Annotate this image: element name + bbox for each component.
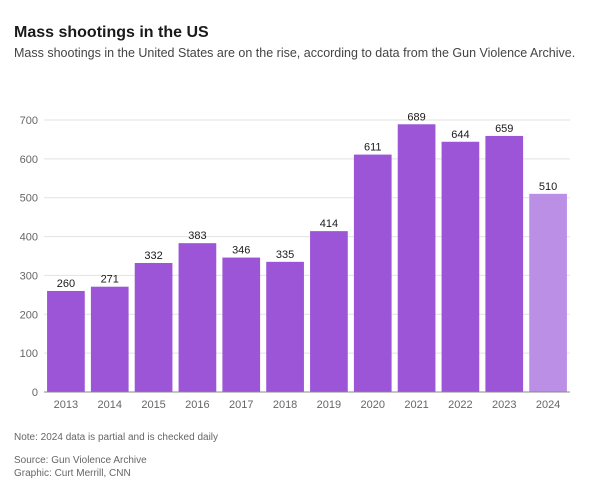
- bar-2020: [353, 154, 392, 392]
- data-label: 335: [276, 249, 294, 261]
- data-label: 510: [539, 181, 557, 193]
- x-tick-label: 2019: [317, 399, 341, 411]
- data-label: 414: [320, 218, 338, 230]
- bar-2016: [178, 243, 217, 392]
- footnote: Note: 2024 data is partial and is checke…: [14, 432, 219, 443]
- chart-title: Mass shootings in the US: [14, 24, 209, 41]
- data-label: 659: [495, 123, 513, 135]
- y-tick-label: 400: [20, 232, 38, 244]
- y-tick-label: 0: [32, 387, 38, 399]
- data-label: 346: [232, 245, 250, 257]
- x-tick-label: 2020: [361, 399, 385, 411]
- bar-2013: [47, 290, 85, 392]
- x-tick-label: 2022: [448, 399, 472, 411]
- x-tick-label: 2013: [54, 399, 78, 411]
- bar-2023: [485, 135, 524, 392]
- bar-2018: [266, 261, 304, 392]
- x-tick-label: 2023: [492, 399, 516, 411]
- bar-2015: [134, 262, 173, 392]
- bar-2019: [310, 231, 348, 392]
- x-tick-label: 2018: [273, 399, 297, 411]
- y-tick-label: 200: [20, 309, 38, 321]
- y-tick-label: 700: [20, 115, 38, 127]
- x-tick-label: 2016: [185, 399, 209, 411]
- bar-2014: [90, 286, 129, 392]
- y-tick-label: 300: [20, 270, 38, 282]
- chart-subtitle: Mass shootings in the United States are …: [14, 46, 576, 60]
- x-tick-label: 2015: [141, 399, 165, 411]
- bar-2024: [529, 193, 567, 392]
- data-label: 332: [144, 250, 162, 262]
- graphic-credit: Graphic: Curt Merrill, CNN: [14, 468, 131, 479]
- x-tick-label: 2017: [229, 399, 253, 411]
- bar-2022: [441, 141, 480, 392]
- x-tick-label: 2024: [536, 399, 560, 411]
- data-label: 260: [57, 278, 75, 290]
- y-tick-label: 600: [20, 154, 38, 166]
- data-label: 271: [101, 274, 119, 286]
- data-label: 644: [451, 129, 469, 141]
- data-label: 611: [364, 142, 382, 154]
- x-tick-label: 2014: [98, 399, 122, 411]
- x-tick-label: 2021: [404, 399, 428, 411]
- y-tick-label: 100: [20, 348, 38, 360]
- y-tick-label: 500: [20, 193, 38, 205]
- source-credit: Source: Gun Violence Archive: [14, 455, 147, 466]
- bar-2017: [222, 257, 261, 392]
- data-label: 689: [407, 111, 425, 123]
- bar-2021: [397, 124, 436, 392]
- data-label: 383: [188, 230, 206, 242]
